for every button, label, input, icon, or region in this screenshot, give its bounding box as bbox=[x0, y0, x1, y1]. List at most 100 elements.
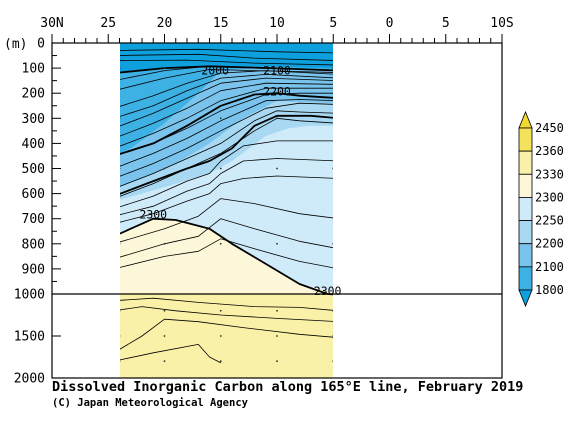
x-tick-label: 5 bbox=[442, 16, 450, 31]
contour-line-bold bbox=[120, 114, 333, 195]
y-tick-label: 600 bbox=[22, 187, 45, 202]
colorbar-segment bbox=[518, 173, 533, 198]
sample-dot bbox=[163, 242, 166, 245]
sample-dot bbox=[120, 167, 121, 170]
sample-dot bbox=[219, 117, 222, 120]
y-tick-label: 800 bbox=[22, 237, 45, 252]
sample-dot bbox=[332, 167, 333, 170]
latitude-axis: 30N 25 20 15 10 5 0 5 10S bbox=[40, 16, 514, 43]
fill-band-1800-2100 bbox=[120, 43, 333, 73]
y-tick-label: 100 bbox=[22, 62, 45, 77]
sample-dot bbox=[219, 335, 222, 337]
sample-dot bbox=[276, 242, 278, 245]
sample-dot bbox=[163, 309, 166, 312]
y-tick-label: 1000 bbox=[14, 288, 45, 303]
sample-dot bbox=[120, 310, 121, 312]
sample-dot bbox=[163, 167, 166, 170]
sample-dot bbox=[219, 360, 222, 363]
contour-line bbox=[120, 59, 333, 66]
chart-title: Dissolved Inorganic Carbon along 165°E l… bbox=[52, 379, 523, 395]
depth-axis: 0 100 200 300 400 500 600 700 800 900 1000 1500 2000 bbox=[14, 37, 61, 387]
contour-label: 2200 bbox=[263, 85, 291, 99]
x-tick-label: 20 bbox=[157, 16, 173, 31]
colorbar-top-triangle bbox=[518, 110, 533, 129]
colorbar-segment bbox=[518, 266, 533, 291]
sample-dot bbox=[219, 309, 222, 312]
colorbar-segment bbox=[518, 243, 533, 268]
contour-line bbox=[120, 77, 333, 127]
depth-unit-label: (m) bbox=[4, 37, 27, 52]
contour-line bbox=[120, 102, 333, 177]
sample-dot bbox=[163, 335, 166, 337]
sample-dot bbox=[120, 335, 121, 337]
sample-dot bbox=[332, 242, 333, 245]
sample-dot bbox=[276, 67, 278, 69]
sample-points bbox=[120, 67, 333, 363]
sample-dot bbox=[332, 360, 333, 363]
colorbar-segment bbox=[518, 150, 533, 175]
contour-line bbox=[120, 140, 333, 208]
sample-dot bbox=[163, 67, 166, 69]
contour-line bbox=[120, 48, 333, 54]
contour-line bbox=[120, 175, 333, 223]
y-tick-label: 1500 bbox=[14, 330, 45, 345]
sample-dot bbox=[163, 360, 166, 363]
colorbar-label: 2250 bbox=[535, 214, 564, 228]
x-tick-label: 30N bbox=[40, 16, 63, 31]
x-tick-label: 15 bbox=[213, 16, 229, 31]
y-tick-label: 900 bbox=[22, 262, 45, 277]
contour-labels: 2000 2100 2200 2300 2300 bbox=[139, 63, 342, 298]
x-tick-label: 25 bbox=[100, 16, 116, 31]
colorbar: 2450 2360 2330 2300 2250 2200 2100 1800 bbox=[518, 110, 564, 308]
contour-line bbox=[120, 53, 333, 61]
contour-line bbox=[120, 238, 333, 269]
colorbar-label: 2450 bbox=[535, 121, 564, 135]
x-tick-label: 0 bbox=[386, 16, 394, 31]
contour-label: 2300 bbox=[314, 284, 342, 298]
colorbar-label: 2360 bbox=[535, 144, 564, 158]
colorbar-label: 1800 bbox=[535, 283, 564, 297]
sample-dot bbox=[120, 243, 121, 245]
contour-label: 2300 bbox=[139, 208, 167, 222]
contour-line bbox=[120, 99, 333, 167]
colorbar-label: 2330 bbox=[535, 167, 564, 181]
x-tick-label: 10 bbox=[269, 16, 285, 31]
sample-dot bbox=[120, 67, 121, 69]
contour-line bbox=[120, 318, 333, 350]
y-tick-label: 500 bbox=[22, 162, 45, 177]
sample-dot bbox=[276, 167, 278, 170]
contour-line bbox=[120, 110, 333, 187]
credit-line: (C) Japan Meteorological Agency bbox=[52, 397, 249, 409]
fill-band-2000-2100 bbox=[120, 43, 333, 154]
contour-line bbox=[120, 82, 333, 137]
sample-dot bbox=[332, 67, 333, 69]
x-tick-label: 10S bbox=[490, 16, 513, 31]
contour-label: 2100 bbox=[263, 63, 291, 77]
contour-line bbox=[120, 306, 333, 322]
contour-line bbox=[120, 297, 333, 311]
sample-dot bbox=[120, 360, 121, 362]
sample-dot bbox=[332, 309, 333, 312]
sample-dot bbox=[219, 67, 222, 69]
colorbar-segment bbox=[518, 127, 533, 152]
contour-label: 2000 bbox=[201, 63, 229, 77]
sample-dot bbox=[332, 117, 333, 120]
sample-dot bbox=[276, 360, 278, 363]
x-tick-label: 5 bbox=[329, 16, 337, 31]
sample-dot bbox=[276, 117, 278, 120]
sample-dot bbox=[332, 335, 333, 337]
colorbar-label: 2100 bbox=[535, 260, 564, 274]
colorbar-label: 2300 bbox=[535, 190, 564, 204]
contour-line-bold bbox=[120, 92, 333, 155]
contour-line bbox=[120, 70, 333, 107]
y-tick-label: 700 bbox=[22, 212, 45, 227]
sample-dot bbox=[276, 309, 278, 312]
sample-dot bbox=[276, 335, 278, 337]
contour-lines bbox=[120, 48, 333, 364]
y-tick-label: 200 bbox=[22, 87, 45, 102]
sample-dot bbox=[219, 167, 222, 170]
contour-line bbox=[120, 87, 333, 147]
sample-dot bbox=[219, 242, 222, 245]
contour-line-bold bbox=[120, 217, 333, 296]
